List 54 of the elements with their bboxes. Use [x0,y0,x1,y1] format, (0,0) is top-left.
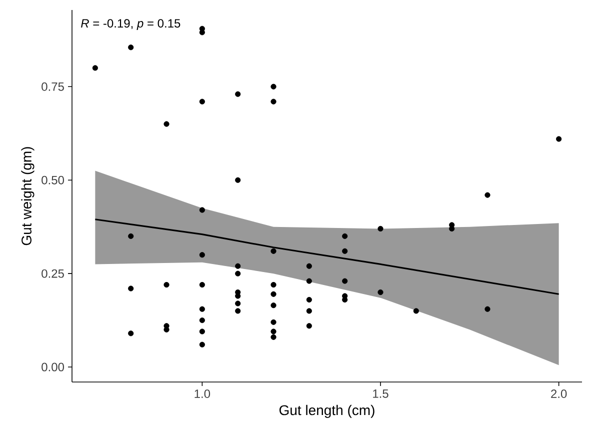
y-tick-label: 0.00 [42,362,64,372]
y-tick-label: 0.75 [42,82,64,91]
point [92,65,98,71]
point [235,177,241,183]
point [342,278,348,284]
y-tick-label: 0.25 [42,269,64,278]
point [270,291,276,297]
point [484,192,490,198]
point [270,302,276,308]
point [306,263,312,269]
point [306,308,312,314]
point [270,334,276,340]
point [235,91,241,97]
point [270,328,276,334]
point [270,319,276,325]
point [164,282,170,288]
point [199,306,205,312]
x-tick-label: 1.5 [373,390,388,398]
point [199,282,205,288]
point [342,248,348,254]
point [128,330,134,336]
point [199,342,205,348]
point [556,136,562,142]
point [199,207,205,213]
x-axis-title: Gut length (cm) [279,404,374,418]
point [199,252,205,258]
point [270,282,276,288]
annotation: R = -0.19, p = 0.15 [81,19,180,30]
point [270,84,276,90]
point [270,248,276,254]
point [235,270,241,276]
point [378,289,384,296]
point [128,286,134,292]
point [235,308,241,314]
x-tick-label: 1.0 [194,390,210,398]
point [235,300,241,306]
point [199,328,205,334]
point [270,98,276,104]
point [378,226,384,232]
point [128,233,134,239]
y-axis-title: Gut weight (gm) [21,147,34,246]
point [199,318,205,324]
y-tick-label: 0.50 [42,176,64,184]
point [306,323,312,329]
point [413,308,419,314]
point [342,233,348,239]
point [306,296,312,303]
x-tick-label: 2.0 [551,390,567,398]
point [484,306,490,312]
point [164,121,170,127]
point [128,44,134,50]
point [306,278,312,284]
point [235,263,241,269]
point [199,98,205,104]
